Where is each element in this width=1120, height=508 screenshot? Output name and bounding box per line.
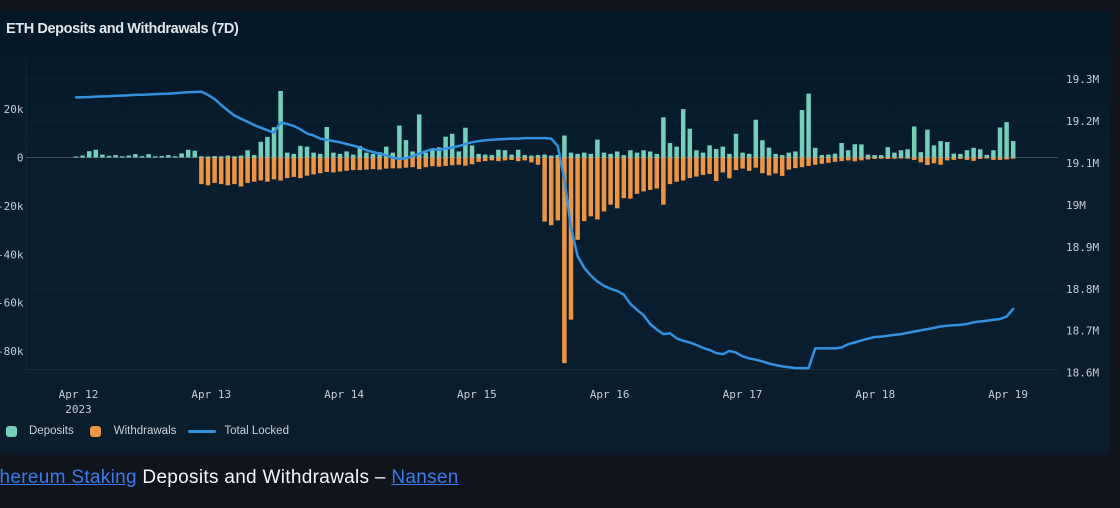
svg-text:Apr 12: Apr 12 <box>59 388 99 401</box>
svg-text:Apr 19: Apr 19 <box>988 388 1028 401</box>
legend-withdrawals-label: Withdrawals <box>113 425 177 437</box>
svg-text:Apr 17: Apr 17 <box>723 388 763 401</box>
chart-legend: Deposits Withdrawals Total Locked <box>6 425 289 437</box>
svg-text:Apr 16: Apr 16 <box>590 388 630 401</box>
svg-text:19.3M: 19.3M <box>1066 73 1099 86</box>
chart-plot: 20k 0 -20k -40k -60k -80k 19.3M 19.2M 19.1M 19M 18… <box>0 58 1099 416</box>
legend-item-total-locked[interactable]: Total Locked <box>188 425 289 437</box>
legend-deposits-label: Deposits <box>29 425 74 437</box>
legend-item-deposits[interactable]: Deposits <box>6 425 74 437</box>
legend-item-withdrawals[interactable]: Withdrawals <box>89 425 177 437</box>
svg-text:0: 0 <box>17 152 24 165</box>
svg-text:18.6M: 18.6M <box>1066 367 1099 380</box>
svg-text:19.2M: 19.2M <box>1066 115 1099 128</box>
svg-text:18.7M: 18.7M <box>1066 325 1099 338</box>
total-locked-line-icon <box>188 429 217 433</box>
withdrawals-swatch-icon <box>89 425 101 437</box>
svg-text:Apr 18: Apr 18 <box>855 388 895 401</box>
svg-text:19.1M: 19.1M <box>1066 157 1099 170</box>
svg-text:2023: 2023 <box>65 403 92 416</box>
svg-text:18.9M: 18.9M <box>1066 241 1099 254</box>
caption-text: Deposits and Withdrawals – <box>142 467 386 488</box>
svg-text:Apr 15: Apr 15 <box>457 388 497 401</box>
caption: Ethereum Staking Deposits and Withdrawal… <box>0 467 459 489</box>
svg-text:19M: 19M <box>1066 199 1086 212</box>
chart-card: ETH Deposits and Withdrawals (7D) 20k 0 -2… <box>0 11 1110 455</box>
svg-text:-80k: -80k <box>0 345 24 358</box>
ethereum-staking-link[interactable]: Ethereum Staking <box>0 467 137 488</box>
svg-text:18.8M: 18.8M <box>1066 283 1099 296</box>
legend-total-locked-label: Total Locked <box>224 425 289 437</box>
svg-text:-20k: -20k <box>0 200 24 213</box>
deposits-swatch-icon <box>6 425 17 437</box>
svg-text:Apr 13: Apr 13 <box>191 388 231 401</box>
svg-text:-40k: -40k <box>0 248 24 261</box>
chart-title: ETH Deposits and Withdrawals (7D) <box>6 21 239 37</box>
nansen-link[interactable]: Nansen <box>391 467 459 488</box>
svg-text:20k: 20k <box>4 103 24 116</box>
svg-text:-60k: -60k <box>0 297 24 310</box>
svg-text:Apr 14: Apr 14 <box>324 388 364 401</box>
